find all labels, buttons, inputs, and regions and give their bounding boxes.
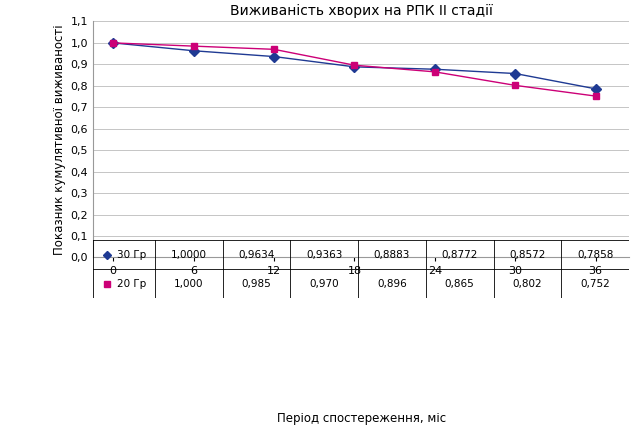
Text: Період спостереження, міс: Період спостереження, міс (277, 412, 446, 425)
Text: 6: 6 (190, 266, 197, 275)
Text: 24: 24 (428, 266, 442, 275)
20 Гр (592, 94, 600, 99)
Text: 1,0000: 1,0000 (171, 250, 207, 260)
Text: 0,985: 0,985 (241, 279, 272, 289)
Text: 0,970: 0,970 (309, 279, 339, 289)
Text: 0,8572: 0,8572 (509, 250, 546, 260)
Text: 1,000: 1,000 (174, 279, 204, 289)
Text: 0,802: 0,802 (513, 279, 542, 289)
30 Гр (512, 71, 519, 76)
Text: 18: 18 (347, 266, 361, 275)
20 Гр (109, 40, 117, 45)
20 Гр (270, 47, 278, 52)
Line: 20 Гр: 20 Гр (110, 39, 599, 100)
Text: 0,8883: 0,8883 (374, 250, 410, 260)
30 Гр (270, 54, 278, 59)
Text: 20 Гр: 20 Гр (116, 279, 146, 289)
20 Гр (351, 63, 358, 68)
Text: 0,8772: 0,8772 (442, 250, 478, 260)
30 Гр (431, 66, 438, 72)
Text: 0,9634: 0,9634 (238, 250, 275, 260)
Line: 30 Гр: 30 Гр (110, 39, 599, 92)
30 Гр (190, 48, 198, 53)
Text: 12: 12 (267, 266, 281, 275)
30 Гр (351, 64, 358, 69)
20 Гр (190, 44, 198, 49)
Text: 0,7858: 0,7858 (577, 250, 614, 260)
Y-axis label: Показник кумулятивної виживаності: Показник кумулятивної виживаності (53, 24, 66, 255)
Text: 0: 0 (110, 266, 117, 275)
30 Гр (109, 40, 117, 45)
30 Гр (592, 86, 600, 91)
Text: 30: 30 (508, 266, 522, 275)
20 Гр (512, 83, 519, 88)
Title: Виживаність хворих на РПК ІІ стадії: Виживаність хворих на РПК ІІ стадії (230, 3, 492, 18)
Text: 0,752: 0,752 (580, 279, 610, 289)
Text: 0,865: 0,865 (445, 279, 474, 289)
20 Гр (431, 69, 438, 75)
Text: 36: 36 (589, 266, 603, 275)
Text: 30 Гр: 30 Гр (116, 250, 146, 260)
Text: 0,9363: 0,9363 (306, 250, 342, 260)
Text: 0,896: 0,896 (377, 279, 407, 289)
